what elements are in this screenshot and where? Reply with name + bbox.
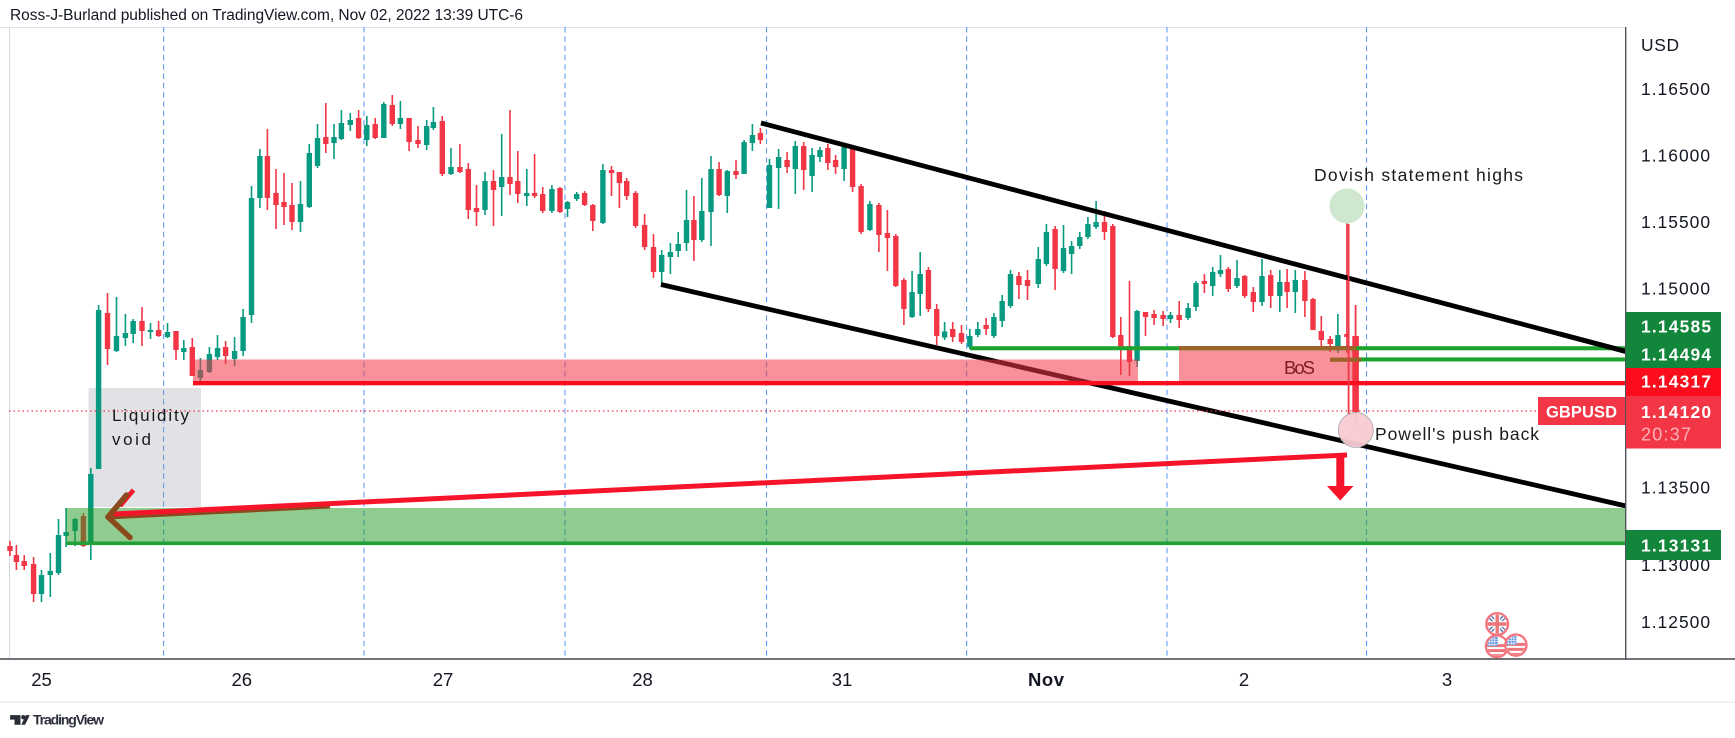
svg-text:1.13131: 1.13131 — [1641, 536, 1711, 556]
svg-text:void: void — [112, 430, 151, 449]
svg-text:USD: USD — [1641, 35, 1679, 55]
svg-text:1.15500: 1.15500 — [1641, 212, 1710, 232]
svg-text:Nov: Nov — [1028, 669, 1065, 690]
svg-text:28: 28 — [632, 669, 653, 690]
svg-text:Dovish statement highs: Dovish statement highs — [1314, 165, 1523, 185]
svg-text:2: 2 — [1239, 669, 1249, 690]
svg-text:25: 25 — [31, 669, 52, 690]
svg-text:1.12500: 1.12500 — [1641, 612, 1710, 632]
svg-text:BoS: BoS — [1284, 357, 1315, 378]
svg-text:27: 27 — [433, 669, 454, 690]
svg-text:TradingView: TradingView — [33, 712, 104, 728]
svg-text:Ross-J-Burland published on Tr: Ross-J-Burland published on TradingView.… — [10, 7, 523, 24]
svg-text:Powell's push back: Powell's push back — [1375, 424, 1539, 444]
svg-text:1.14120: 1.14120 — [1641, 402, 1711, 422]
svg-text:1.14585: 1.14585 — [1641, 317, 1711, 337]
svg-text:3: 3 — [1442, 669, 1452, 690]
svg-text:26: 26 — [232, 669, 253, 690]
svg-text:1.16500: 1.16500 — [1641, 79, 1710, 99]
svg-text:1.14494: 1.14494 — [1641, 344, 1711, 364]
svg-text:1.14317: 1.14317 — [1641, 371, 1711, 391]
svg-text:1.13500: 1.13500 — [1641, 478, 1710, 498]
svg-text:20:37: 20:37 — [1641, 425, 1691, 445]
svg-text:GBPUSD: GBPUSD — [1546, 404, 1617, 422]
svg-text:1.15000: 1.15000 — [1641, 279, 1710, 299]
svg-text:Liquidity: Liquidity — [112, 406, 190, 425]
svg-text:1.16000: 1.16000 — [1641, 146, 1710, 166]
svg-text:31: 31 — [832, 669, 853, 690]
